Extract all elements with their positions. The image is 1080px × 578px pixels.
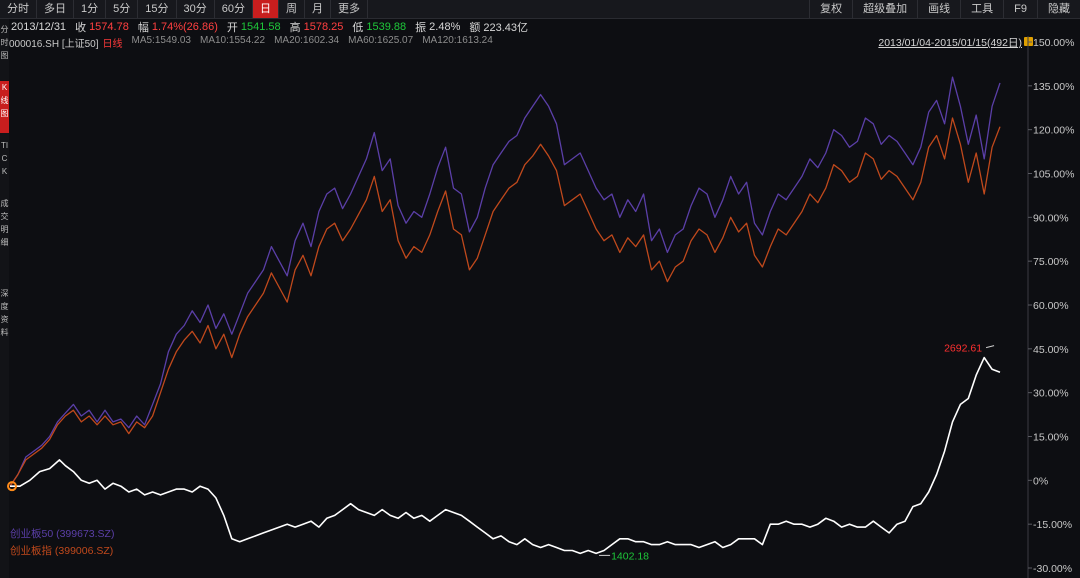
y-tick-label-3: 105.00% [1033,169,1074,181]
y-axis: 150.00% 135.00% 120.00% 105.00% 90.00% 75.00%… [1027,36,1074,578]
left-tab-3[interactable]: 成交明细 [0,199,9,247]
y-tick-label-2: 120.00% [1033,125,1074,137]
low-value: 1539.88 [366,21,407,33]
left-tab-2[interactable]: TICK [0,141,9,176]
ma5-value: MA5:1549.03 [131,35,192,46]
quote-info-bar: 2013/12/31 收 1574.78 幅 1.74%(26.86) 开 15… [0,19,1080,35]
period-button-0[interactable]: 分时 [0,0,37,18]
left-tab-1[interactable]: K线图 [0,81,9,133]
annotation-pointer-0 [985,345,995,349]
period-button-8[interactable]: 周 [279,0,305,18]
ma60-value: MA60:1625.07 [348,35,414,46]
annotations: 2692.61 1402.18 [599,343,995,562]
period-button-9[interactable]: 月 [305,0,331,18]
period-button-2[interactable]: 1分 [74,0,107,18]
index-code: 000016.SH [上证50] [9,39,99,50]
annotation-label-1: 1402.18 [611,550,649,562]
line-type-label[interactable]: 日线 [102,39,123,50]
y-tick-label-8: 30.00% [1033,388,1069,400]
series-line-2 [10,356,1001,555]
amount-label: 额 [469,22,481,34]
tool-button-2[interactable]: 画线 [917,0,960,18]
legend-label-0: 创业板50 (399673.SZ) [10,528,115,540]
open-label: 开 [226,22,238,34]
tool-button-0[interactable]: 复权 [809,0,852,18]
y-tick-label-5: 75.00% [1033,256,1069,268]
y-tick-label-11: -15.00% [1033,519,1072,531]
legend-item-0: 创业板50 (399673.SZ) [10,526,114,541]
period-button-3[interactable]: 5分 [106,0,139,18]
ma10-value: MA10:1554.22 [200,35,266,46]
open-value: 1541.58 [240,21,281,33]
y-tick-label-9: 15.00% [1033,432,1069,444]
amplitude-label: 振 [415,22,427,34]
tool-button-4[interactable]: F9 [1003,0,1037,18]
y-tick-label-0: 150.00% [1033,37,1074,49]
quote-date: 2013/12/31 [11,21,67,33]
series-line-1 [9,117,1001,487]
period-button-4[interactable]: 15分 [138,0,177,18]
y-tick-label-4: 90.00% [1033,212,1069,224]
close-value: 1574.78 [89,21,129,33]
tool-button-3[interactable]: 工具 [960,0,1003,18]
tool-buttons: 复权 超级叠加 画线 工具 F9 隐藏 [809,0,1080,18]
y-tick-label-1: 135.00% [1033,81,1074,93]
period-button-7[interactable]: 日 [253,0,279,18]
tool-button-1[interactable]: 超级叠加 [852,0,917,18]
high-label: 高 [289,22,301,34]
low-label: 低 [352,22,364,34]
change-label: 幅 [137,22,149,34]
date-range-link[interactable]: 2013/01/04-2015/01/15(492日) [878,37,1022,49]
left-tab-0[interactable]: 分时图 [0,25,9,60]
markers [7,481,17,492]
period-buttons: 分时 多日 1分 5分 15分 30分 60分日周月更多 [0,0,809,18]
close-label: 收 [75,22,87,34]
change-value: 1.74%(26.86) [151,21,218,33]
legend-label-1: 创业板指 (399006.SZ) [10,545,114,557]
legend-item-1: 创业板指 (399006.SZ) [10,543,113,558]
period-button-1[interactable]: 多日 [37,0,74,18]
high-value: 1578.25 [303,21,344,33]
ma-bar: 000016.SH [上证50] 日线 MA5:1549.03 MA10:155… [9,35,493,50]
left-view-tabs: 分时图 K线图 TICK 成交明细深度资料 [0,19,9,578]
start-marker-icon[interactable] [7,481,17,492]
y-tick-label-10: 0% [1033,475,1048,487]
amount-value: 223.43亿 [483,22,529,34]
left-tab-4[interactable]: 深度资料 [0,289,9,337]
series-lines [9,76,1001,555]
y-tick-label-12: -30.00% [1033,563,1072,575]
period-button-6[interactable]: 60分 [215,0,253,18]
y-tick-label-6: 60.00% [1033,300,1069,312]
series-line-0 [9,76,1001,487]
annotation-label-0: 2692.61 [944,343,982,355]
period-button-5[interactable]: 30分 [177,0,215,18]
period-button-10[interactable]: 更多 [331,0,368,18]
ma120-value: MA120:1613.24 [422,35,493,46]
amplitude-value: 2.48% [429,21,461,33]
tool-button-5[interactable]: 隐藏 [1037,0,1080,18]
y-tick-label-7: 45.00% [1033,344,1069,356]
period-toolbar: 分时 多日 1分 5分 15分 30分 60分日周月更多 复权 超级叠加 画线 工具 F9 隐藏 [0,0,1080,19]
ma20-value: MA20:1602.34 [274,35,340,46]
